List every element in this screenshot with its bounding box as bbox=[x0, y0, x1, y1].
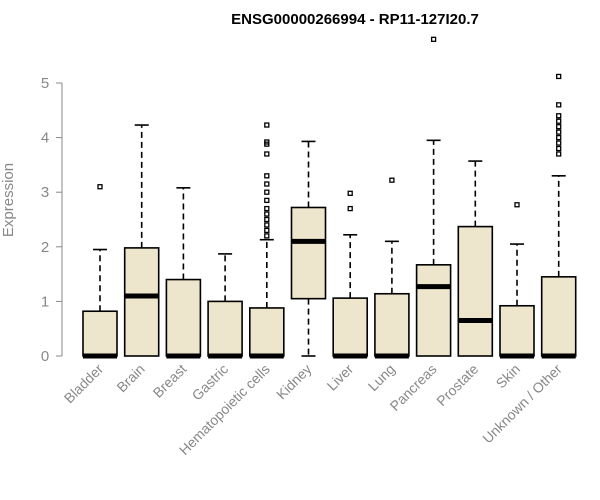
y-axis-label: Expression bbox=[0, 163, 17, 237]
x-tick-label: Lung bbox=[365, 361, 398, 394]
outlier-point bbox=[264, 211, 270, 217]
y-tick-label: 5 bbox=[41, 75, 49, 92]
outlier-point bbox=[264, 222, 270, 228]
x-tick-label: Skin bbox=[493, 361, 524, 392]
box-4 bbox=[249, 122, 285, 359]
x-tick-label: Unknown / Other bbox=[479, 361, 565, 447]
box-5 bbox=[290, 140, 327, 357]
y-tick-label: 2 bbox=[41, 239, 49, 256]
box-rect bbox=[332, 297, 369, 357]
box-rect bbox=[374, 292, 410, 357]
outlier-point bbox=[264, 233, 270, 239]
box-rect bbox=[457, 225, 494, 357]
outlier-point bbox=[556, 140, 562, 146]
outlier-point bbox=[264, 216, 270, 223]
box-rect bbox=[415, 264, 452, 357]
outlier-point bbox=[556, 151, 562, 157]
boxes-group bbox=[82, 36, 577, 359]
outlier-point bbox=[97, 184, 103, 190]
y-tick-label: 3 bbox=[41, 184, 49, 201]
box-0 bbox=[82, 184, 118, 359]
outlier-point bbox=[264, 205, 270, 212]
outlier-point bbox=[264, 181, 270, 187]
box-rect bbox=[165, 278, 202, 357]
y-tick-label: 4 bbox=[41, 130, 49, 147]
x-tick-label: Brain bbox=[113, 361, 147, 395]
x-tick-label: Liver bbox=[324, 361, 357, 394]
outlier-point bbox=[556, 118, 562, 124]
x-tick-label: Breast bbox=[150, 361, 190, 401]
outlier-point bbox=[556, 134, 562, 141]
box-6 bbox=[332, 190, 369, 359]
box-rect bbox=[123, 247, 160, 357]
box-3 bbox=[207, 253, 243, 359]
box-8 bbox=[415, 36, 452, 357]
outlier-point bbox=[556, 102, 562, 108]
outlier-point bbox=[556, 129, 562, 135]
chart-title: ENSG00000266994 - RP11-127I20.7 bbox=[231, 11, 479, 28]
x-tick-label: Bladder bbox=[61, 361, 107, 407]
outlier-point bbox=[264, 189, 270, 195]
outlier-point bbox=[430, 36, 437, 42]
box-11 bbox=[540, 73, 577, 359]
outlier-point bbox=[264, 151, 270, 157]
y-axis-ticks: 0 1 2 3 4 5 bbox=[41, 75, 62, 365]
box-rect bbox=[207, 300, 243, 357]
outlier-point bbox=[264, 173, 270, 179]
outlier-point bbox=[514, 202, 520, 208]
outlier-point bbox=[264, 197, 270, 204]
box-rect bbox=[540, 276, 577, 357]
box-rect bbox=[82, 310, 118, 357]
outlier-point bbox=[556, 145, 562, 152]
box-9 bbox=[457, 160, 494, 357]
box-rect bbox=[499, 304, 535, 357]
y-tick-label: 0 bbox=[41, 348, 49, 365]
box-1 bbox=[123, 124, 160, 357]
outlier-point bbox=[556, 73, 562, 80]
y-tick-label: 1 bbox=[41, 293, 49, 310]
box-rect bbox=[290, 206, 327, 300]
outlier-point bbox=[347, 205, 353, 212]
box-7 bbox=[374, 177, 410, 359]
outlier-point bbox=[347, 190, 353, 196]
x-tick-label: Kidney bbox=[273, 361, 315, 403]
outlier-point bbox=[556, 113, 562, 119]
box-10 bbox=[499, 202, 535, 359]
box-2 bbox=[165, 187, 202, 359]
outlier-point bbox=[264, 122, 270, 128]
outlier-point bbox=[264, 227, 270, 234]
outlier-point bbox=[556, 124, 562, 130]
outlier-point bbox=[264, 139, 270, 145]
outlier-point bbox=[389, 177, 395, 183]
x-tick-label: Prostate bbox=[433, 361, 481, 409]
box-rect bbox=[249, 307, 285, 357]
